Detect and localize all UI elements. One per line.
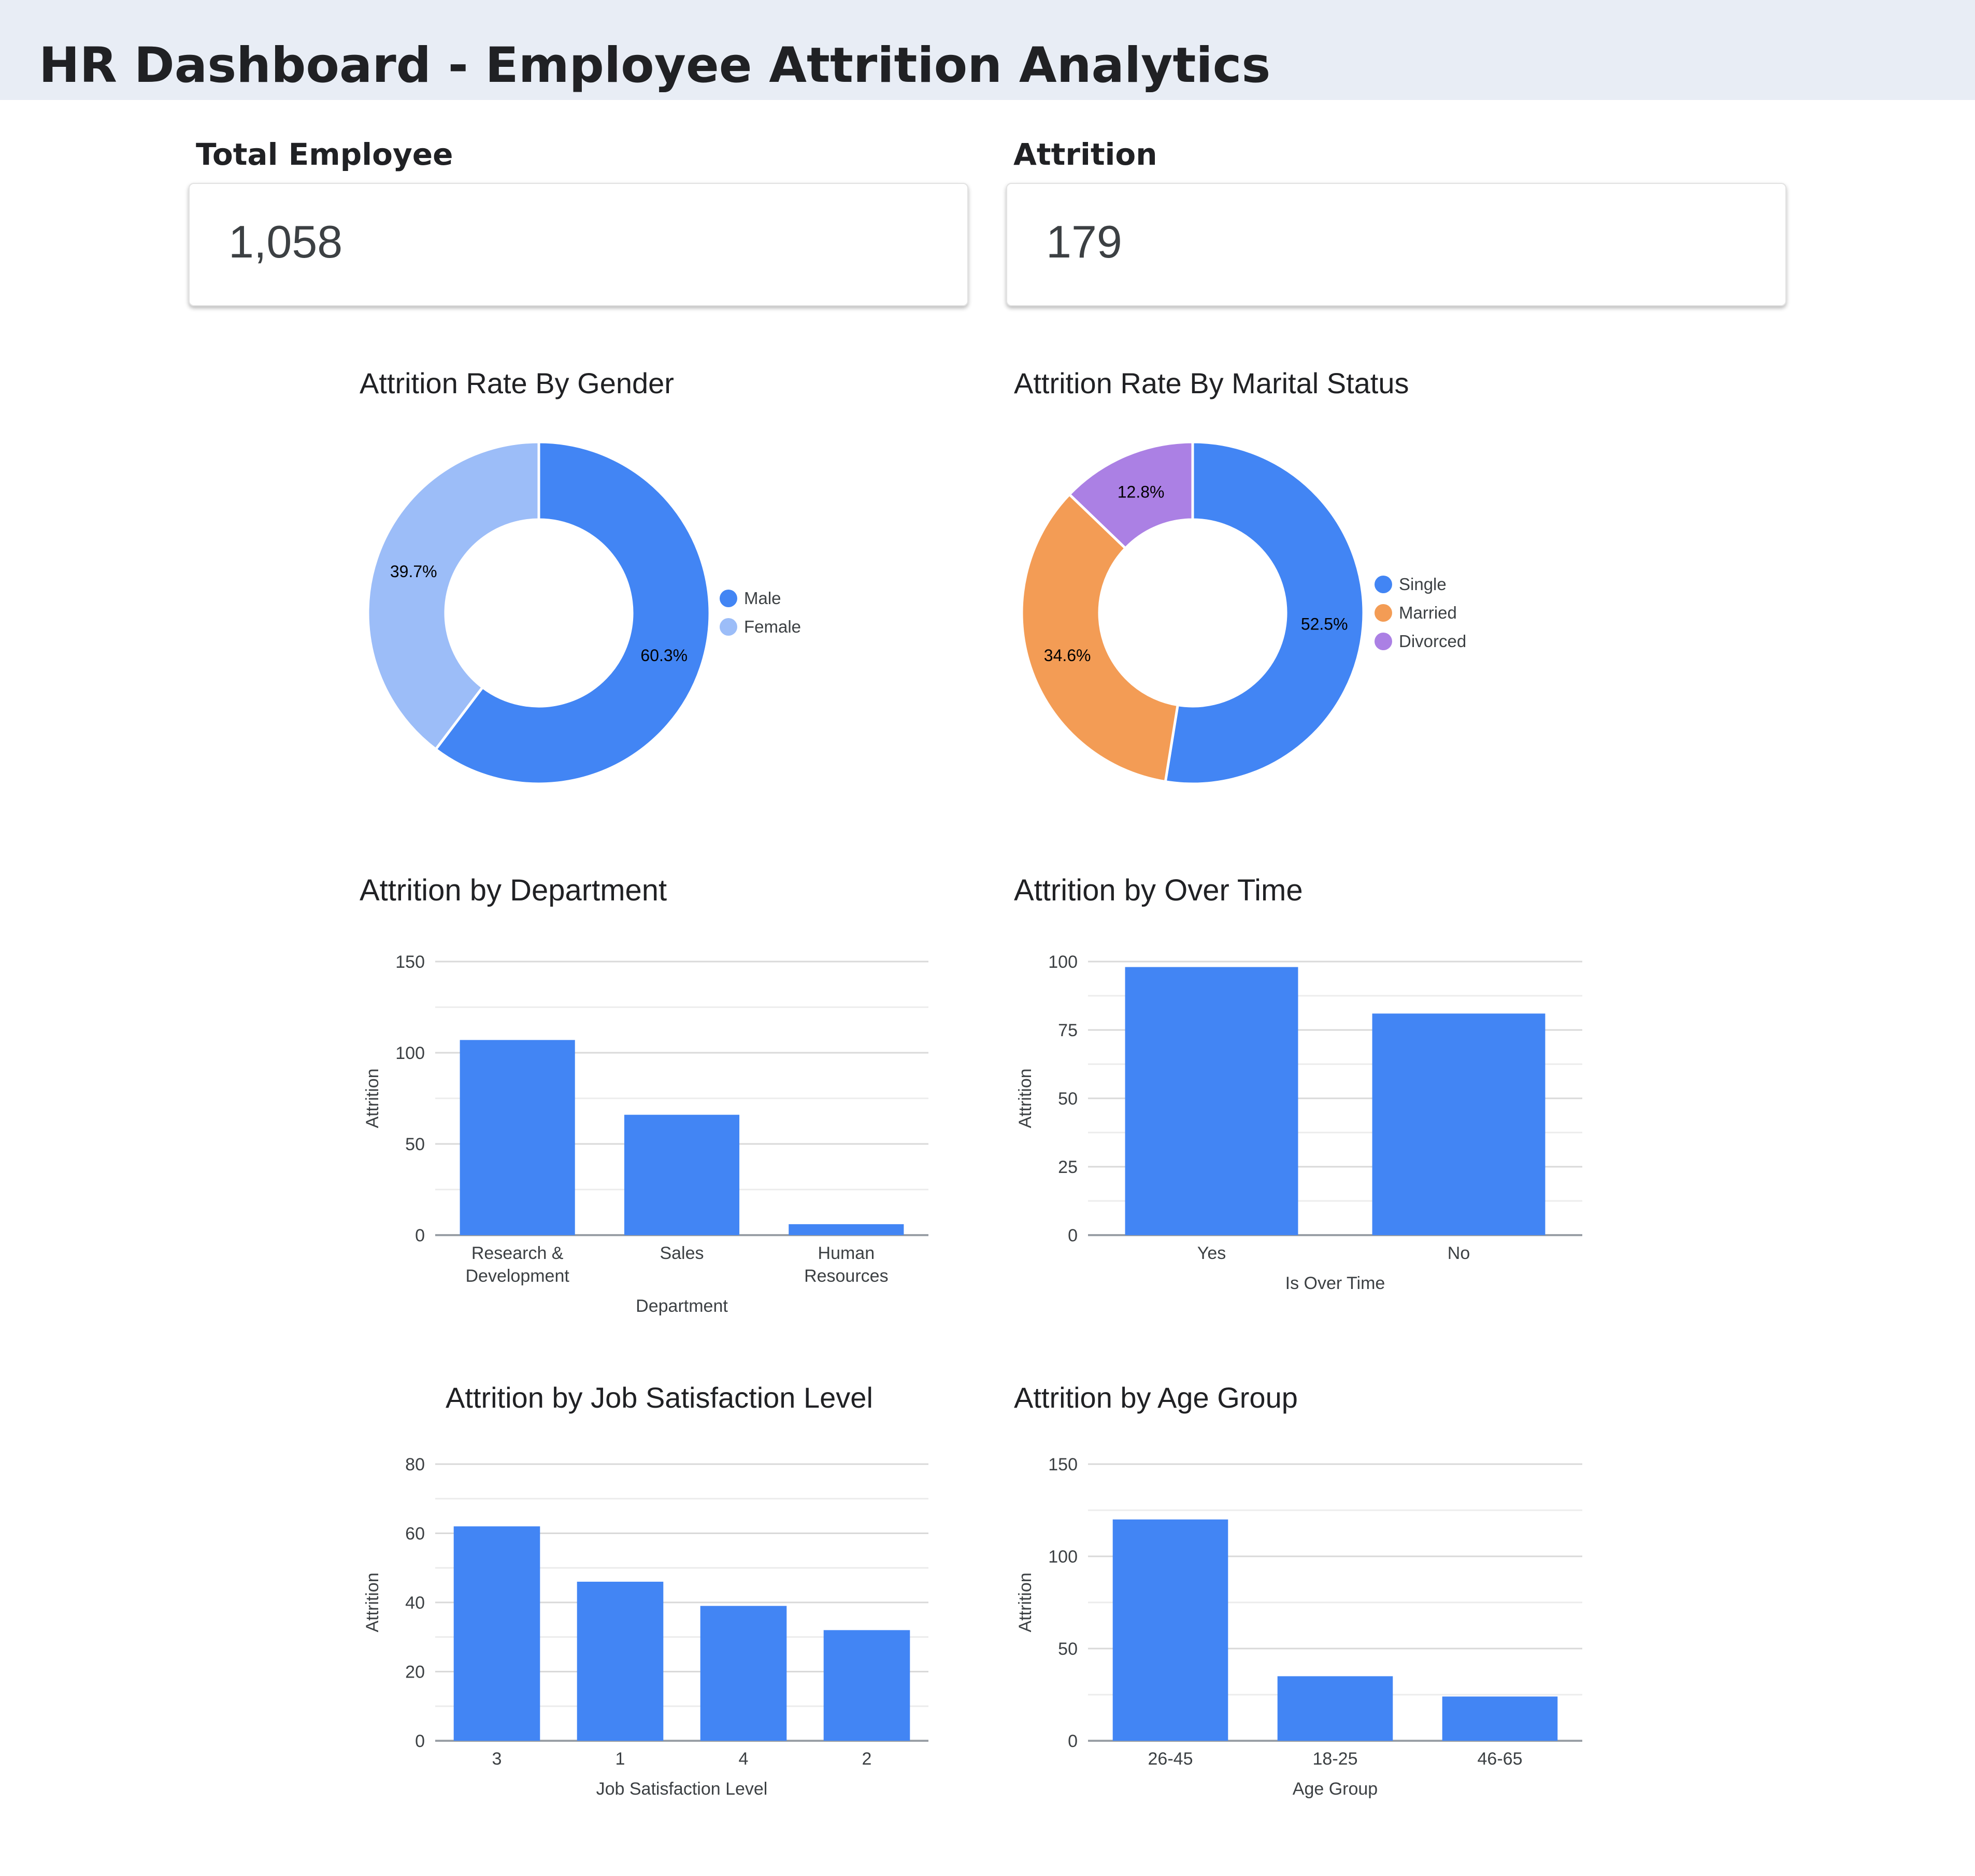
age-group-bar-chart: Attrition by Age Group 0 50 100 150 26-45 18-… [1014, 1381, 1582, 1799]
y-tick-label: 150 [1048, 1455, 1078, 1474]
attrition-value: 179 [1046, 216, 1122, 267]
slice-female [366, 440, 540, 751]
x-tick-label: Yes [1197, 1243, 1226, 1263]
bar-2 [823, 1630, 910, 1741]
y-axis-title: Attrition [363, 1572, 382, 1632]
bar-46-65 [1442, 1696, 1558, 1741]
chart-title: Attrition by Age Group [1014, 1381, 1298, 1414]
x-tick-label: 4 [739, 1749, 749, 1769]
y-tick-label: 0 [1068, 1226, 1078, 1245]
chart-title: Attrition by Department [360, 873, 667, 907]
x-tick-label: 3 [492, 1749, 502, 1769]
slice-married [1020, 492, 1180, 783]
y-tick-label: 60 [405, 1524, 425, 1544]
x-axis-title: Department [636, 1296, 728, 1316]
x-axis-title: Is Over Time [1285, 1273, 1385, 1293]
x-tick-label: 46-65 [1478, 1749, 1523, 1769]
x-tick-label: 2 [862, 1749, 872, 1769]
bar-26-45 [1112, 1519, 1228, 1741]
y-tick-label: 100 [1048, 1547, 1078, 1567]
legend-label-single: Single [1399, 575, 1447, 594]
chart-title: Attrition by Job Satisfaction Level [446, 1381, 873, 1414]
bar-1 [577, 1581, 664, 1741]
y-tick-label: 0 [415, 1731, 425, 1751]
x-tick-label: Resources [804, 1266, 889, 1286]
legend-swatch [1375, 633, 1392, 650]
bar-human-resources [789, 1224, 904, 1235]
slice-divorced [1067, 440, 1194, 550]
y-axis-title: Attrition [1015, 1572, 1035, 1632]
dashboard-title: HR Dashboard - Employee Attrition Analyt… [39, 37, 1271, 94]
slice-value-label: 34.6% [1044, 646, 1091, 665]
overtime-bar-chart: Attrition by Over Time 0 25 50 75 100 Yes No Is… [1014, 873, 1582, 1293]
attrition-card: 179 [1006, 183, 1786, 306]
y-tick-label: 100 [395, 1043, 425, 1063]
bar-sales [624, 1114, 740, 1235]
slice-value-label: 60.3% [640, 646, 688, 665]
chart-title: Attrition Rate By Marital Status [1014, 367, 1409, 399]
y-tick-label: 20 [405, 1663, 425, 1682]
x-tick-label: No [1448, 1243, 1470, 1263]
legend-swatch [1375, 604, 1392, 622]
y-tick-label: 40 [405, 1593, 425, 1613]
x-tick-label: 1 [616, 1749, 625, 1769]
bar-no [1372, 1013, 1545, 1235]
y-tick-label: 80 [405, 1455, 425, 1474]
bar-18-25 [1277, 1676, 1393, 1741]
slice-value-label: 52.5% [1301, 614, 1348, 633]
y-axis-title: Attrition [1015, 1068, 1035, 1128]
bar-yes [1125, 967, 1298, 1235]
slice-value-label: 12.8% [1118, 482, 1165, 501]
legend-label-married: Married [1399, 603, 1457, 622]
marital-donut-chart: Attrition Rate By Marital Status 52.5% 34… [1014, 367, 1466, 785]
x-tick-label: Human [818, 1243, 875, 1263]
slice-single [1164, 440, 1365, 785]
y-axis-title: Attrition [363, 1068, 382, 1128]
header-bar: HR Dashboard - Employee Attrition Analyt… [0, 0, 1975, 100]
legend-label-male: Male [744, 589, 781, 608]
legend-swatch [1375, 576, 1392, 593]
x-axis-title: Age Group [1293, 1779, 1378, 1799]
x-axis-title: Job Satisfaction Level [596, 1779, 768, 1799]
legend-swatch [720, 618, 737, 636]
x-tick-label: Development [465, 1266, 569, 1286]
total-employee-value: 1,058 [228, 216, 343, 267]
y-tick-label: 0 [415, 1226, 425, 1245]
total-employee-label: Total Employee [196, 137, 453, 172]
satisfaction-bar-chart: Attrition by Job Satisfaction Level 0 20 4… [363, 1381, 928, 1799]
y-tick-label: 100 [1048, 952, 1078, 972]
y-tick-label: 150 [395, 952, 425, 972]
x-tick-label: Research & [471, 1243, 564, 1263]
y-tick-label: 75 [1058, 1021, 1078, 1040]
y-tick-label: 50 [1058, 1089, 1078, 1109]
bar-research-development [460, 1040, 575, 1235]
chart-title: Attrition by Over Time [1014, 873, 1303, 907]
x-tick-label: Sales [660, 1243, 704, 1263]
legend-swatch [720, 590, 737, 607]
bar-3 [453, 1526, 540, 1741]
slice-value-label: 39.7% [390, 562, 437, 581]
y-tick-label: 50 [405, 1135, 425, 1154]
department-bar-chart: Attrition by Department 0 50 100 150 Researc… [360, 873, 928, 1316]
y-tick-label: 0 [1068, 1731, 1078, 1751]
x-tick-label: 26-45 [1148, 1749, 1193, 1769]
slice-male [434, 440, 711, 785]
y-tick-label: 50 [1058, 1639, 1078, 1659]
legend-label-female: Female [744, 617, 801, 636]
x-tick-label: 18-25 [1313, 1749, 1358, 1769]
chart-title: Attrition Rate By Gender [360, 367, 674, 399]
bar-4 [700, 1606, 787, 1741]
legend-label-divorced: Divorced [1399, 632, 1466, 651]
y-tick-label: 25 [1058, 1157, 1078, 1177]
total-employee-card: 1,058 [189, 183, 968, 306]
gender-donut-chart: Attrition Rate By Gender 60.3% 39.7% Male F… [360, 367, 801, 785]
attrition-label: Attrition [1013, 137, 1157, 172]
